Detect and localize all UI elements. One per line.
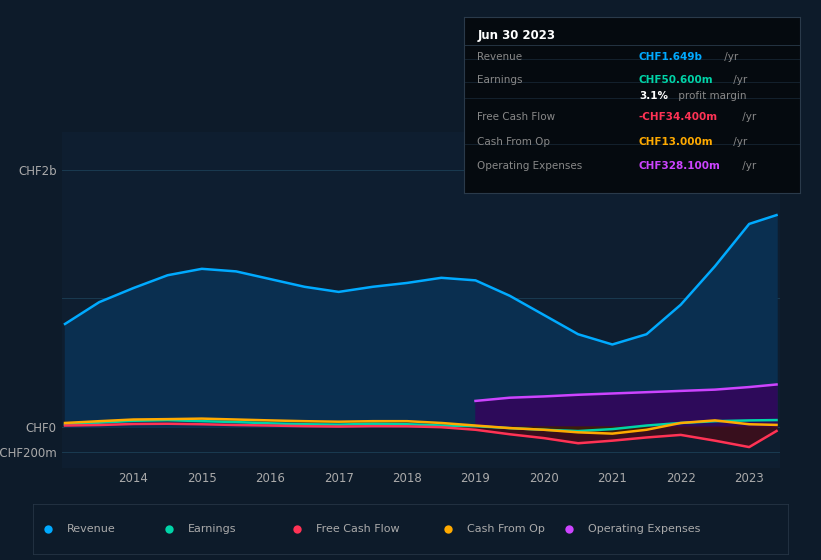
Text: 3.1%: 3.1% <box>639 91 668 101</box>
Text: Jun 30 2023: Jun 30 2023 <box>477 29 555 42</box>
Text: CHF328.100m: CHF328.100m <box>639 161 721 171</box>
Text: CHF50.600m: CHF50.600m <box>639 75 713 85</box>
Text: Cash From Op: Cash From Op <box>467 524 545 534</box>
Text: Earnings: Earnings <box>188 524 236 534</box>
Text: Operating Expenses: Operating Expenses <box>477 161 583 171</box>
Text: /yr: /yr <box>730 137 747 147</box>
Text: /yr: /yr <box>739 112 756 122</box>
Text: CHF13.000m: CHF13.000m <box>639 137 713 147</box>
Text: Earnings: Earnings <box>477 75 523 85</box>
Text: /yr: /yr <box>730 75 747 85</box>
Text: Revenue: Revenue <box>67 524 116 534</box>
Text: Free Cash Flow: Free Cash Flow <box>316 524 400 534</box>
Text: -CHF34.400m: -CHF34.400m <box>639 112 718 122</box>
Text: Cash From Op: Cash From Op <box>477 137 550 147</box>
Text: Free Cash Flow: Free Cash Flow <box>477 112 556 122</box>
Text: CHF1.649b: CHF1.649b <box>639 52 703 62</box>
Text: /yr: /yr <box>739 161 756 171</box>
Text: profit margin: profit margin <box>675 91 747 101</box>
Text: Revenue: Revenue <box>477 52 522 62</box>
Text: Operating Expenses: Operating Expenses <box>588 524 700 534</box>
Text: /yr: /yr <box>721 52 738 62</box>
